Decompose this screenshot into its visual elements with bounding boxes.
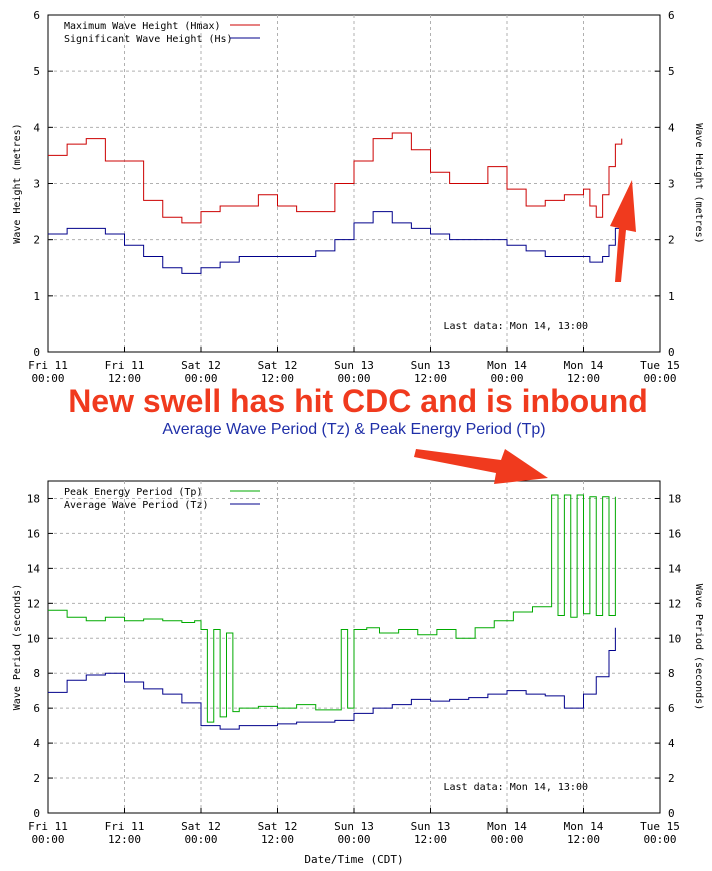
x-tick-label: Sun 13: [334, 359, 374, 372]
y-tick-label: 0: [33, 807, 40, 820]
y-axis-label-right: Wave Height (metres): [693, 123, 704, 243]
x-tick-label: Tue 15: [640, 820, 680, 833]
annotation-arrow-right-icon: [414, 449, 548, 484]
y-tick-label-right: 2: [668, 772, 675, 785]
wave-period-chart: Average Wave Period (Tz) & Peak Energy P…: [12, 421, 704, 866]
last-data-label: Last data: Mon 14, 13:00: [444, 321, 589, 332]
y-tick-label: 12: [27, 597, 40, 610]
legend-label: Peak Energy Period (Tp): [64, 487, 202, 498]
y-tick-label-right: 6: [668, 702, 675, 715]
y-tick-label-right: 8: [668, 667, 675, 680]
y-tick-label: 14: [27, 562, 41, 575]
y-tick-label-right: 2: [668, 234, 675, 247]
y-tick-label: 4: [33, 737, 40, 750]
series-line-primary: [48, 132, 623, 224]
y-tick-label-right: 0: [668, 807, 675, 820]
y-tick-label-right: 5: [668, 65, 675, 78]
y-tick-label-right: 14: [668, 562, 682, 575]
x-tick-label: Sat 12: [181, 359, 221, 372]
x-tick-label: Sat 12: [258, 820, 298, 833]
y-tick-label: 18: [27, 492, 40, 505]
y-tick-label: 2: [33, 772, 40, 785]
x-tick-label: Sun 13: [334, 820, 374, 833]
x-tick-label: Mon 14: [487, 820, 527, 833]
x-tick-label: Fri 11: [105, 359, 145, 372]
x-tick-label: Mon 14: [564, 820, 604, 833]
x-tick-label: Mon 14: [487, 359, 527, 372]
chart-title: Average Wave Period (Tz) & Peak Energy P…: [162, 421, 545, 438]
y-tick-label: 4: [33, 121, 40, 134]
x-tick-label-time: 00:00: [490, 372, 523, 385]
annotation-arrow-up-icon: [610, 180, 636, 282]
x-tick-label: Fri 11: [28, 820, 68, 833]
x-tick-label: Fri 11: [28, 359, 68, 372]
y-tick-label: 6: [33, 702, 40, 715]
x-tick-label: Fri 11: [105, 820, 145, 833]
x-tick-label-time: 12:00: [414, 372, 447, 385]
y-tick-label-right: 4: [668, 737, 675, 750]
y-tick-label: 2: [33, 234, 40, 247]
x-tick-label-time: 12:00: [414, 833, 447, 846]
y-tick-label: 16: [27, 527, 40, 540]
y-tick-label-right: 4: [668, 121, 675, 134]
y-tick-label-right: 10: [668, 632, 681, 645]
x-tick-label-time: 00:00: [337, 372, 370, 385]
x-tick-label-time: 00:00: [490, 833, 523, 846]
y-tick-label-right: 0: [668, 346, 675, 359]
x-axis-label: Date/Time (CDT): [304, 853, 403, 866]
y-tick-label: 5: [33, 65, 40, 78]
x-tick-label-time: 00:00: [31, 372, 64, 385]
series-line-primary: [48, 494, 616, 723]
y-tick-label: 6: [33, 9, 40, 22]
x-tick-label: Sat 12: [258, 359, 298, 372]
y-axis-label: Wave Period (seconds): [12, 584, 23, 710]
y-tick-label: 3: [33, 178, 40, 191]
x-tick-label: Mon 14: [564, 359, 604, 372]
x-tick-label: Tue 15: [640, 359, 680, 372]
x-tick-label: Sun 13: [411, 359, 451, 372]
y-tick-label: 1: [33, 290, 40, 303]
y-tick-label: 0: [33, 346, 40, 359]
legend-label: Maximum Wave Height (Hmax): [64, 21, 221, 32]
x-tick-label-time: 00:00: [643, 372, 676, 385]
x-tick-label-time: 00:00: [184, 372, 217, 385]
y-tick-label-right: 12: [668, 597, 681, 610]
x-tick-label-time: 00:00: [337, 833, 370, 846]
y-tick-label-right: 18: [668, 492, 681, 505]
x-tick-label-time: 00:00: [31, 833, 64, 846]
x-tick-label: Sat 12: [181, 820, 221, 833]
y-tick-label-right: 1: [668, 290, 675, 303]
legend-label: Average Wave Period (Tz): [64, 500, 209, 511]
x-tick-label-time: 12:00: [108, 833, 141, 846]
y-axis-label-right: Wave Period (seconds): [693, 584, 704, 710]
x-tick-label-time: 00:00: [643, 833, 676, 846]
x-tick-label-time: 12:00: [108, 372, 141, 385]
legend-label: Significant Wave Height (Hs): [64, 34, 233, 45]
y-tick-label-right: 6: [668, 9, 675, 22]
y-tick-label-right: 16: [668, 527, 681, 540]
x-tick-label-time: 00:00: [184, 833, 217, 846]
y-tick-label-right: 3: [668, 178, 675, 191]
y-axis-label: Wave Height (metres): [12, 123, 23, 243]
x-tick-label-time: 12:00: [567, 372, 600, 385]
series-line-secondary: [48, 627, 616, 730]
y-tick-label: 10: [27, 632, 40, 645]
y-tick-label: 8: [33, 667, 40, 680]
x-tick-label-time: 12:00: [261, 833, 294, 846]
annotation-text: New swell has hit CDC and is inbound: [68, 383, 648, 419]
annotation-overlay: New swell has hit CDC and is inbound: [67, 180, 649, 484]
x-tick-label-time: 12:00: [261, 372, 294, 385]
series-line-secondary: [48, 211, 623, 274]
x-tick-label-time: 12:00: [567, 833, 600, 846]
last-data-label: Last data: Mon 14, 13:00: [444, 782, 589, 793]
x-tick-label: Sun 13: [411, 820, 451, 833]
